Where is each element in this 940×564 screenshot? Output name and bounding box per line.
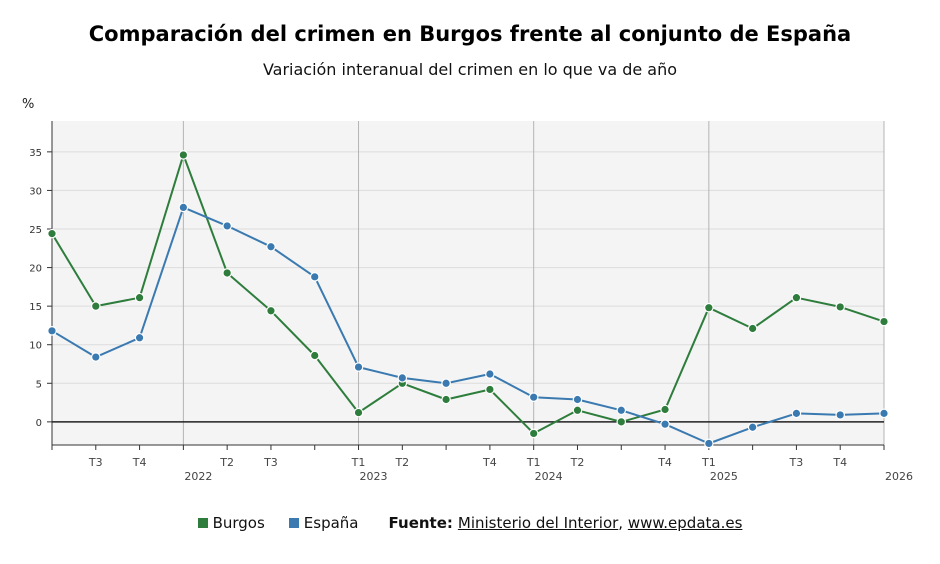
data-point-burgos xyxy=(309,350,320,361)
data-point-espana xyxy=(266,241,276,252)
x-year-label: 2025 xyxy=(710,470,738,483)
legend-label-espana: España xyxy=(303,514,359,532)
x-tick-label: T4 xyxy=(657,456,672,469)
data-point-burgos xyxy=(441,394,451,405)
data-point-espana xyxy=(134,332,145,343)
data-point-burgos xyxy=(879,316,889,327)
x-tick-label: T2 xyxy=(570,456,585,469)
data-point-espana xyxy=(485,369,495,379)
data-point-espana xyxy=(222,221,232,231)
data-point-espana xyxy=(660,419,670,429)
data-point-espana xyxy=(572,394,583,405)
x-tick-label: T1 xyxy=(701,456,716,469)
data-point-burgos xyxy=(835,302,846,312)
data-point-espana xyxy=(704,438,714,449)
source-label: Fuente: xyxy=(388,514,453,532)
source-separator: , xyxy=(618,514,624,532)
series-line-burgos xyxy=(51,153,885,435)
x-year-label: 2026 xyxy=(885,470,913,483)
x-tick-label: T1 xyxy=(351,456,366,469)
x-year-label: 2024 xyxy=(535,470,563,483)
data-point-burgos xyxy=(353,407,364,418)
y-tick-label: 10 xyxy=(29,341,42,352)
y-tick-label: 15 xyxy=(29,302,42,313)
data-point-espana xyxy=(309,272,320,282)
chart-title: Comparación del crimen en Burgos frente … xyxy=(88,22,852,46)
legend-swatch-espana xyxy=(288,518,299,528)
data-point-espana xyxy=(353,362,364,372)
y-tick-label: 20 xyxy=(29,264,42,275)
x-tick-label: T3 xyxy=(789,456,804,469)
x-tick-label: T3 xyxy=(263,456,278,469)
y-tick-label: 25 xyxy=(29,225,42,236)
data-point-burgos xyxy=(572,405,583,416)
data-point-burgos xyxy=(485,384,495,395)
data-point-espana xyxy=(879,408,889,419)
data-point-burgos xyxy=(90,301,101,311)
data-point-burgos xyxy=(266,305,276,316)
legend-swatch-burgos xyxy=(197,518,208,528)
source-link-epdata[interactable]: www.epdata.es xyxy=(627,514,743,532)
data-point-burgos xyxy=(660,404,670,415)
y-axis-label: % xyxy=(22,97,34,112)
data-point-burgos xyxy=(528,428,539,439)
x-tick-label: T4 xyxy=(832,456,847,469)
x-tick-label: T4 xyxy=(132,456,147,469)
x-tick-label: T3 xyxy=(88,456,103,469)
data-point-burgos xyxy=(791,292,802,303)
data-point-burgos xyxy=(747,323,758,334)
x-year-label: 2023 xyxy=(360,470,388,483)
data-point-espana xyxy=(835,410,846,420)
y-tick-label: 35 xyxy=(29,148,42,159)
chart-subtitle: Variación interanual del crimen en lo qu… xyxy=(262,60,678,79)
legend-item-burgos[interactable]: Burgos xyxy=(197,514,265,532)
data-point-burgos xyxy=(134,292,145,303)
data-point-espana xyxy=(178,202,189,213)
y-tick-label: 0 xyxy=(36,418,42,429)
data-point-espana xyxy=(441,378,451,389)
data-point-espana xyxy=(616,405,627,416)
legend: Burgos España Fuente: Ministerio del Inte… xyxy=(0,514,940,532)
legend-label-burgos: Burgos xyxy=(212,514,265,532)
source-link-ministerio[interactable]: Ministerio del Interior xyxy=(457,514,619,532)
data-point-espana xyxy=(747,422,758,433)
data-point-burgos xyxy=(704,302,714,313)
data-point-espana xyxy=(791,408,802,419)
data-point-burgos xyxy=(222,268,232,278)
data-point-burgos xyxy=(47,228,57,239)
data-point-espana xyxy=(397,373,408,383)
data-point-burgos xyxy=(616,417,627,427)
x-tick-label: T2 xyxy=(394,456,409,469)
data-point-espana xyxy=(528,392,539,402)
series-line-espana xyxy=(51,206,885,445)
x-tick-label: T1 xyxy=(526,456,541,469)
data-point-burgos xyxy=(178,150,189,160)
y-tick-label: 5 xyxy=(36,379,42,390)
data-point-espana xyxy=(90,352,101,362)
legend-item-espana[interactable]: España xyxy=(288,514,359,532)
x-year-label: 2022 xyxy=(184,470,212,483)
x-tick-label: T4 xyxy=(482,456,497,469)
data-point-espana xyxy=(47,326,57,336)
y-tick-label: 30 xyxy=(29,186,42,197)
source-note: Fuente: Ministerio del Interior, www.epda… xyxy=(383,514,743,532)
plot-area xyxy=(52,121,884,445)
x-tick-label: T2 xyxy=(219,456,234,469)
